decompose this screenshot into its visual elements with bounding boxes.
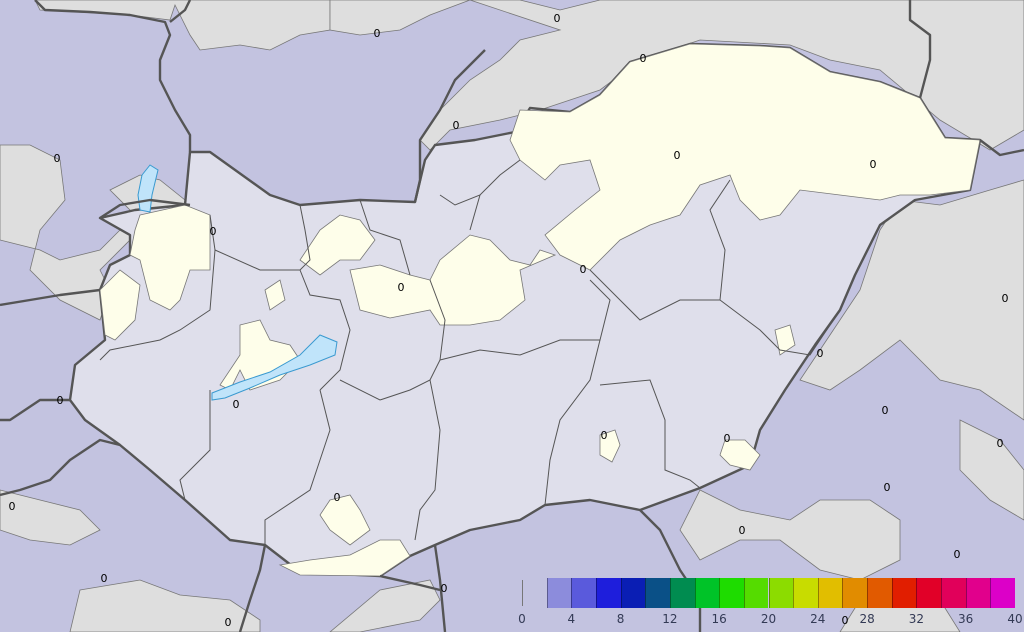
contour-label: 0 <box>398 281 405 294</box>
contour-label: 0 <box>882 404 889 417</box>
contour-label: 0 <box>884 481 891 494</box>
legend-tick-label: 32 <box>908 612 925 626</box>
legend-swatch <box>842 578 868 608</box>
legend-tick-label: 8 <box>616 612 625 626</box>
legend-swatch <box>546 578 572 608</box>
contour-label: 0 <box>601 429 608 442</box>
legend-swatch <box>620 578 646 608</box>
contour-label: 0 <box>225 616 232 629</box>
legend-swatch <box>817 578 843 608</box>
legend-swatch <box>743 578 769 608</box>
contour-label: 0 <box>101 572 108 585</box>
contour-label: 0 <box>210 225 217 238</box>
legend-swatch <box>768 578 794 608</box>
county-borders <box>99 159 841 545</box>
contour-label: 0 <box>842 614 849 627</box>
legend-swatch <box>719 578 744 608</box>
legend-tick-label: 4 <box>567 612 576 626</box>
legend-swatch <box>571 578 596 608</box>
legend-swatch <box>965 578 991 608</box>
contour-label: 0 <box>441 582 448 595</box>
legend-tick-label: 0 <box>518 612 526 626</box>
legend-swatch <box>916 578 942 608</box>
legend-swatch <box>595 578 621 608</box>
legend-tick-label: 24 <box>810 612 826 626</box>
legend-tick-label: 12 <box>662 612 678 626</box>
contour-label: 0 <box>674 149 681 162</box>
contour-label: 0 <box>54 152 61 165</box>
contour-label: 0 <box>724 432 731 445</box>
legend-swatch <box>941 578 966 608</box>
contour-label: 0 <box>817 347 824 360</box>
contour-label: 0 <box>334 491 341 504</box>
legend-swatch <box>867 578 892 608</box>
legend-swatch <box>990 578 1015 608</box>
contour-label: 0 <box>233 398 240 411</box>
contour-label: 0 <box>453 119 460 132</box>
legend-swatch <box>669 578 695 608</box>
contour-label: 0 <box>739 524 746 537</box>
contour-label: 0 <box>374 27 381 40</box>
legend-swatch <box>645 578 670 608</box>
legend-tick-label: 16 <box>711 612 727 626</box>
legend-tick-label: 28 <box>859 612 875 626</box>
contour-label: 0 <box>997 437 1004 450</box>
legend-tick-label: 20 <box>760 612 777 626</box>
legend-tick-label: 36 <box>958 612 974 626</box>
contour-label: 0 <box>580 263 587 276</box>
contour-label: 0 <box>870 158 877 171</box>
contour-label: 0 <box>1002 292 1009 305</box>
legend-swatch <box>891 578 917 608</box>
legend-zero-marker <box>522 580 523 606</box>
contour-label: 0 <box>57 394 64 407</box>
contour-label: 0 <box>954 548 961 561</box>
contour-labels: 0 0 0 0 0 0 0 0 0 0 0 0 0 0 0 0 0 0 0 0 0 0 0 0 0 0 0 <box>9 12 1009 629</box>
legend-swatch <box>694 578 720 608</box>
legend-tick-label: 40 <box>1007 612 1023 626</box>
contour-label: 0 <box>9 500 16 513</box>
lake-balaton <box>211 334 338 401</box>
precipitation-legend: 0 4 8 12 16 20 24 28 32 36 40 <box>510 574 1024 632</box>
legend-swatch <box>793 578 818 608</box>
contour-label: 0 <box>640 52 647 65</box>
contour-label: 0 <box>554 12 561 25</box>
